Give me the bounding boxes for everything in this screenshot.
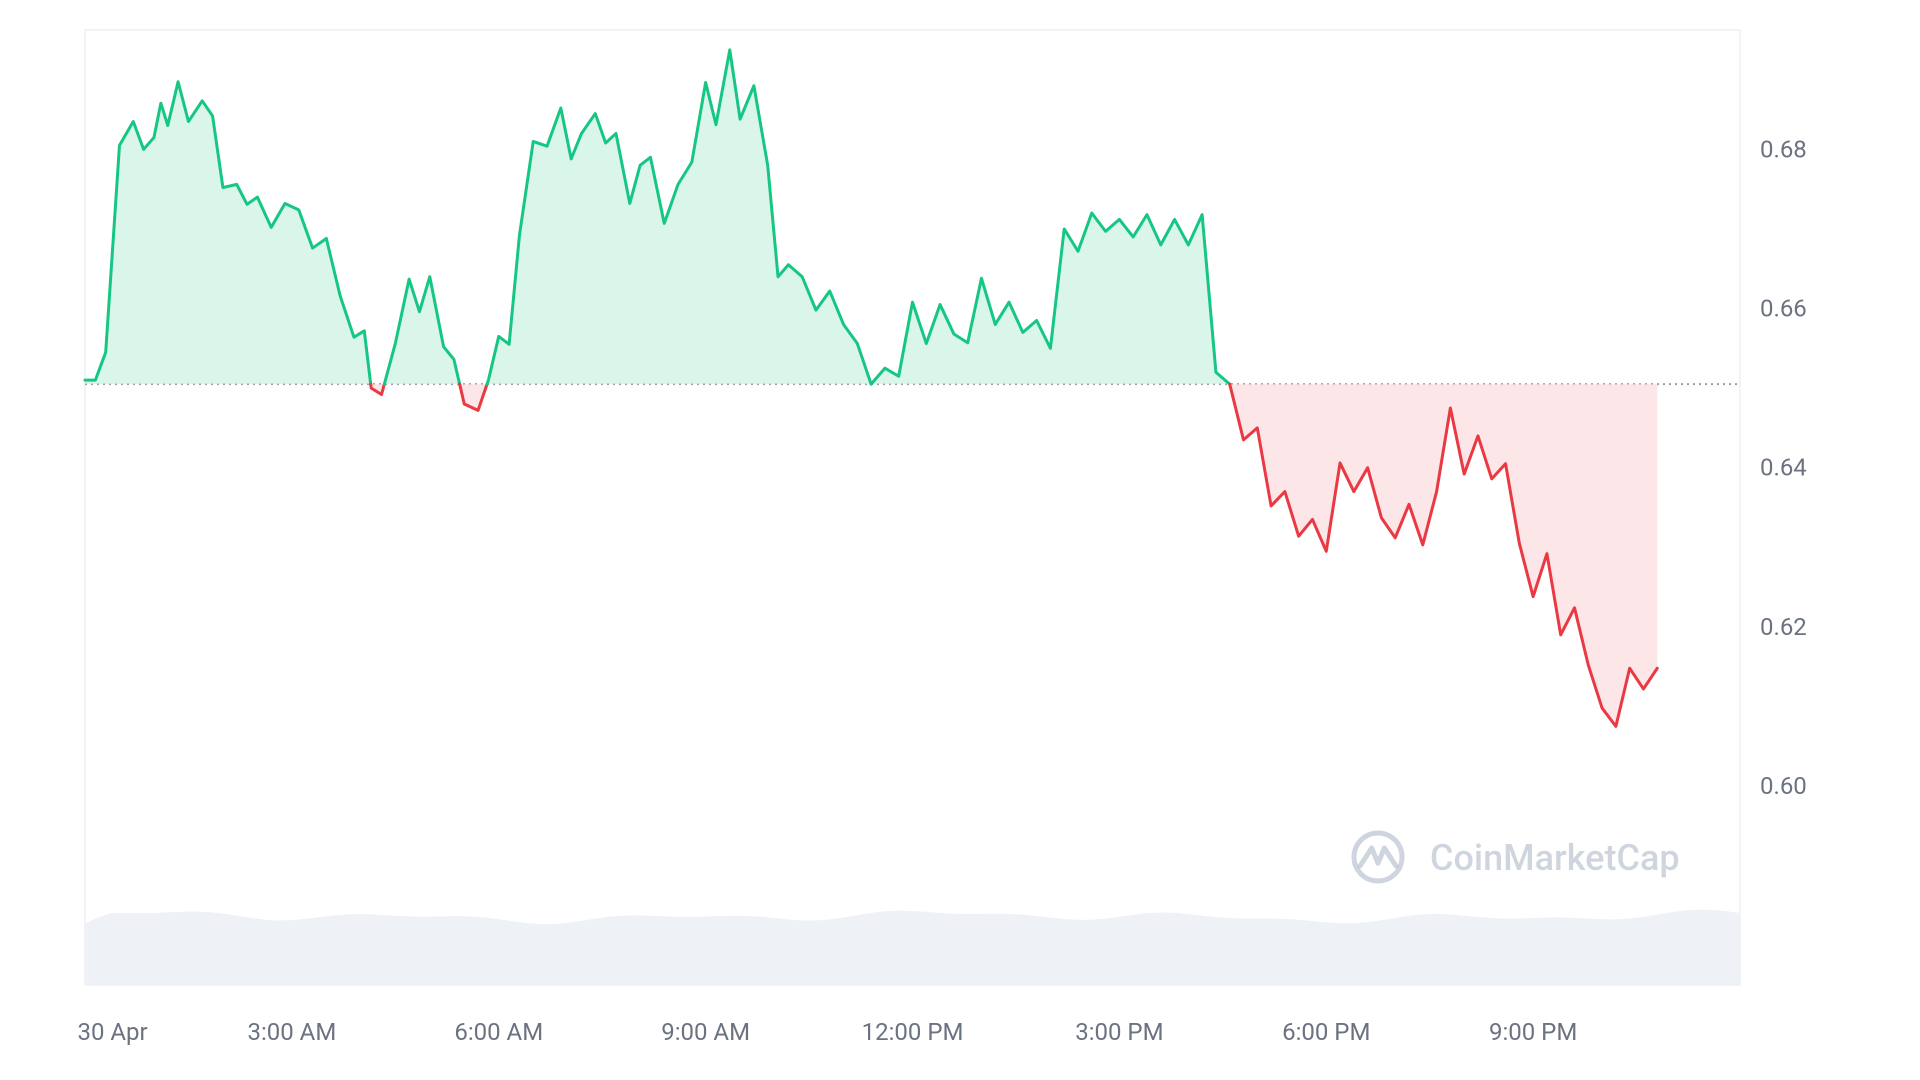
x-tick-label: 3:00 AM bbox=[247, 1018, 336, 1046]
y-tick-label: 0.66 bbox=[1760, 295, 1807, 323]
y-tick-label: 0.68 bbox=[1760, 135, 1807, 163]
x-tick-label: 9:00 AM bbox=[661, 1018, 750, 1046]
x-tick-label: 3:00 PM bbox=[1075, 1018, 1163, 1046]
x-tick-label: 6:00 PM bbox=[1282, 1018, 1370, 1046]
chart-svg: CoinMarketCap 0.60 0.62 0.64 0.66 0.68 30 Apr 3… bbox=[0, 0, 1920, 1080]
x-tick-label: 6:00 AM bbox=[454, 1018, 543, 1046]
x-tick-label: 9:00 PM bbox=[1489, 1018, 1577, 1046]
watermark-text: CoinMarketCap bbox=[1430, 837, 1680, 879]
y-tick-label: 0.64 bbox=[1760, 454, 1807, 482]
x-tick-label: 30 Apr bbox=[77, 1018, 147, 1046]
volume-area bbox=[85, 910, 1740, 985]
price-chart: CoinMarketCap 0.60 0.62 0.64 0.66 0.68 30 Apr 3… bbox=[0, 0, 1920, 1080]
y-tick-label: 0.62 bbox=[1760, 613, 1807, 641]
x-tick-label: 12:00 PM bbox=[862, 1018, 964, 1046]
y-tick-label: 0.60 bbox=[1760, 772, 1807, 800]
